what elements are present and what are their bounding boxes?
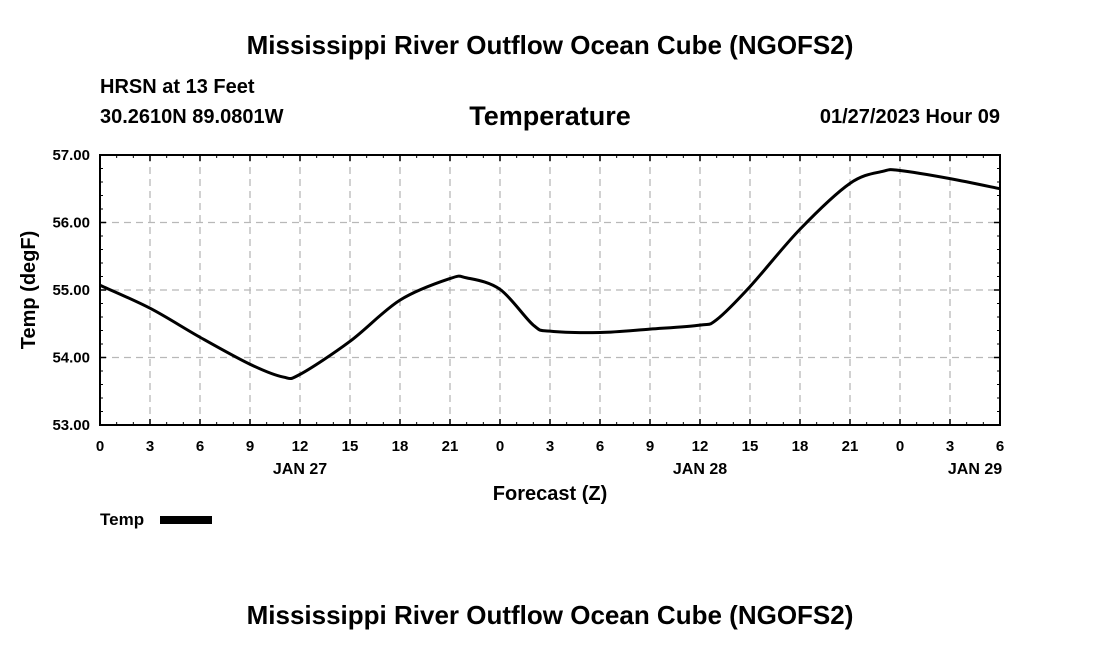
station-label: HRSN at 13 Feet	[100, 76, 255, 98]
x-tick-label: 6	[996, 438, 1004, 455]
x-tick-label: 9	[646, 438, 654, 455]
legend-label: Temp	[100, 510, 144, 529]
x-tick-label: 0	[896, 438, 904, 455]
x-axis-label: Forecast (Z)	[493, 483, 607, 505]
y-tick-label: 54.00	[52, 350, 90, 367]
temperature-chart: Temperature 0 3 6 9 12 15 18 21 0 3 6 9 12 15 18 21 0 3 6 5…	[18, 101, 1004, 529]
chart-title: Temperature	[469, 101, 631, 131]
y-axis-label: Temp (degF)	[18, 231, 40, 350]
x-tick-label: 18	[792, 438, 809, 455]
x-day-label: JAN 29	[948, 461, 1002, 478]
x-tick-label: 6	[196, 438, 204, 455]
x-day-label: JAN 28	[673, 461, 727, 478]
footer-title: Mississippi River Outflow Ocean Cube (NG…	[246, 600, 854, 630]
x-tick-label: 12	[692, 438, 709, 455]
x-tick-label: 0	[96, 438, 104, 455]
y-tick-label: 57.00	[52, 147, 90, 164]
coordinates-label: 30.2610N 89.0801W	[100, 106, 284, 128]
x-tick-label: 6	[596, 438, 604, 455]
y-tick-label: 55.00	[52, 282, 90, 299]
y-tick-label: 53.00	[52, 417, 90, 434]
y-tick-label: 56.00	[52, 215, 90, 232]
x-tick-label: 3	[546, 438, 554, 455]
legend-swatch	[160, 516, 212, 524]
x-tick-label: 21	[442, 438, 459, 455]
x-tick-label: 12	[292, 438, 309, 455]
x-tick-label: 3	[946, 438, 954, 455]
page-title: Mississippi River Outflow Ocean Cube (NG…	[246, 30, 854, 60]
x-tick-label: 3	[146, 438, 154, 455]
x-tick-label: 0	[496, 438, 504, 455]
x-tick-label: 15	[342, 438, 359, 455]
x-tick-label: 21	[842, 438, 859, 455]
x-day-label: JAN 27	[273, 461, 327, 478]
forecast-date-label: 01/27/2023 Hour 09	[819, 106, 1000, 128]
x-tick-label: 9	[246, 438, 254, 455]
x-tick-label: 15	[742, 438, 759, 455]
temp-series-line	[99, 168, 1001, 381]
x-tick-label: 18	[392, 438, 409, 455]
